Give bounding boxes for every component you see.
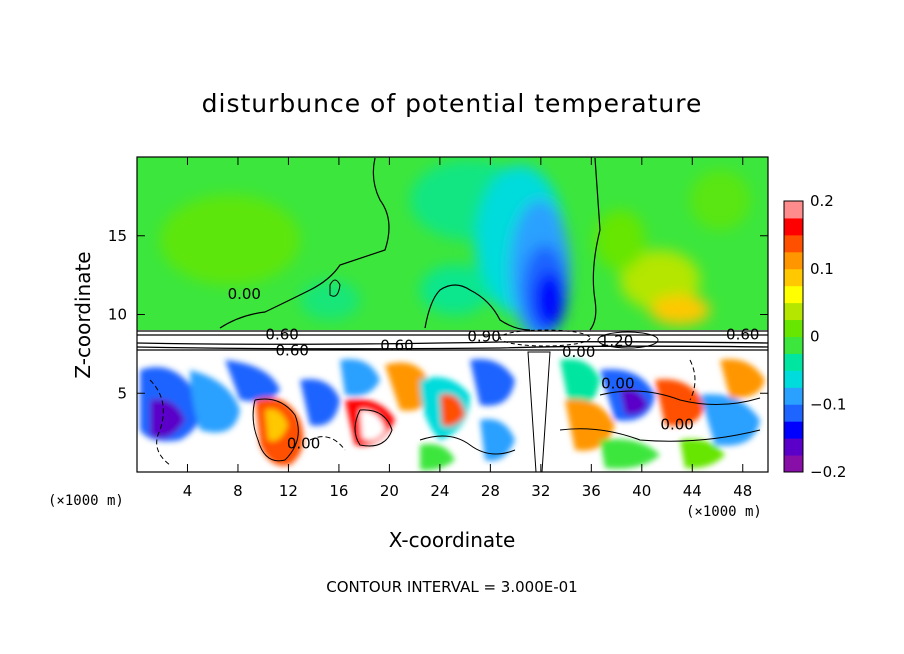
colorbar-segment xyxy=(784,268,803,287)
colorbar-tick-label: 0.1 xyxy=(810,260,834,278)
colorbar-segment xyxy=(784,302,803,321)
contour-label: 1.20 xyxy=(600,332,633,350)
x-tick-label: 44 xyxy=(683,482,702,500)
colorbar-segment xyxy=(784,387,803,405)
lower-contour-1 xyxy=(149,379,171,466)
band-contour-4 xyxy=(137,345,768,350)
contour-label: 0.00 xyxy=(287,434,320,452)
plot-area: 0.000.600.60 0.600.600.000.000.000.001.20… xyxy=(137,157,768,472)
colorbar-tick-label: −0.2 xyxy=(810,463,846,481)
colorbar-segment xyxy=(784,370,803,388)
lower-field-patterns xyxy=(140,359,765,471)
x-axis: 4 8 12 16 20 24 28 32 36 40 44 48 xyxy=(183,157,752,500)
central-column-contour xyxy=(527,351,551,472)
colorbar-segment xyxy=(784,234,803,253)
central-column xyxy=(528,350,550,472)
contour-label: 0.00 xyxy=(660,415,693,433)
lower-contour-8 xyxy=(689,359,696,401)
lower-contour-6 xyxy=(419,435,516,455)
contour-label: 0.00 xyxy=(562,343,595,361)
x-unit-label: (×1000 m) xyxy=(686,504,762,520)
x-tick-label: 12 xyxy=(279,482,298,500)
colorbar-frame xyxy=(783,200,804,473)
lower-contour-3 xyxy=(354,409,393,447)
colorbar-segment xyxy=(784,251,803,270)
colorbar-segment xyxy=(784,201,803,219)
x-tick-label: 28 xyxy=(481,482,500,500)
lower-contour-5 xyxy=(599,390,761,405)
colorbar-tick-label: 0 xyxy=(810,328,820,346)
contour-label: 0.60 xyxy=(265,326,298,344)
colorbar-tick-label: 0.2 xyxy=(810,192,834,210)
colorbar-segment xyxy=(784,421,803,439)
x-tick-label: 16 xyxy=(329,482,348,500)
zero-contour-mid xyxy=(424,284,531,331)
colorbar xyxy=(784,201,803,473)
zero-contour-island xyxy=(329,279,341,297)
x-tick-label: 48 xyxy=(733,482,752,500)
x-tick-label: 8 xyxy=(233,482,243,500)
x-tick-label: 40 xyxy=(632,482,651,500)
contour-label: 0.00 xyxy=(228,285,261,303)
band-dashed-ellipse xyxy=(499,329,591,347)
contour-interval-note: CONTOUR INTERVAL = 3.000E-01 xyxy=(326,578,577,596)
x-tick-label: 32 xyxy=(531,482,550,500)
contour-label: 0.90 xyxy=(467,327,500,345)
colorbar-segment xyxy=(784,404,803,422)
lower-contour-7 xyxy=(309,436,346,451)
colorbar-segment xyxy=(784,455,803,473)
y-tick-label: 10 xyxy=(108,306,127,324)
contour-label: 0.60 xyxy=(380,337,413,355)
x-tick-label: 24 xyxy=(430,482,449,500)
upper-field-patterns xyxy=(160,160,750,340)
y-unit-label: (×1000 m) xyxy=(48,493,124,509)
y-tick-label: 5 xyxy=(117,384,127,402)
colorbar-segment xyxy=(784,319,803,337)
contour-label: 0.60 xyxy=(276,341,309,359)
colorbar-tick-label: −0.1 xyxy=(810,395,846,413)
y-tick-label: 15 xyxy=(108,227,127,245)
y-axis: 5 10 15 xyxy=(108,227,768,402)
lower-contour-2 xyxy=(252,398,299,462)
x-tick-label: 20 xyxy=(380,482,399,500)
colorbar-segment xyxy=(784,438,803,456)
colorbar-segment xyxy=(784,353,803,371)
contour-label: 0.60 xyxy=(726,326,759,344)
y-axis-title: Z-coordinate xyxy=(71,251,95,378)
x-tick-label: 4 xyxy=(183,482,193,500)
band-ellipse-right xyxy=(597,331,659,349)
contour-labels: 0.000.600.60 0.600.600.000.000.000.001.20… xyxy=(228,285,760,453)
chart-title: disturbunce of potential temperature xyxy=(202,89,703,118)
colorbar-segment xyxy=(784,217,803,236)
x-tick-label: 36 xyxy=(582,482,601,500)
zero-contour-left xyxy=(219,157,390,329)
colorbar-segment xyxy=(784,336,803,354)
lower-contour-4 xyxy=(559,428,761,442)
x-axis-title: X-coordinate xyxy=(389,528,516,552)
contour-label: 0.00 xyxy=(601,375,634,393)
colorbar-ticks: 0.2 0.1 0 −0.1 −0.2 xyxy=(810,192,846,481)
zero-contour-right xyxy=(589,157,601,331)
colorbar-segment xyxy=(784,285,803,304)
band-contour-3 xyxy=(137,341,768,345)
